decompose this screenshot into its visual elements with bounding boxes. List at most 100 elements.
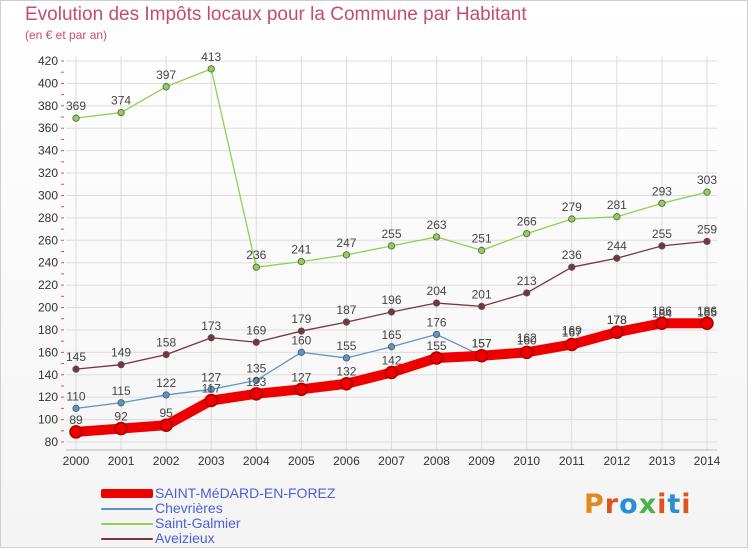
data-label: 145 — [66, 350, 86, 364]
data-point — [204, 393, 218, 408]
legend-label-saint-medard: SAINT-MéDARD-EN-FOREZ — [155, 485, 336, 501]
x-tick-label: 2014 — [694, 454, 721, 468]
data-point — [474, 348, 489, 363]
data-label: 255 — [381, 227, 401, 241]
data-label: 184 — [652, 306, 672, 320]
data-point — [252, 338, 260, 346]
y-tick-label: 260 — [38, 233, 58, 247]
legend: SAINT-MéDARD-EN-FOREZ Chevrières Saint-G… — [101, 486, 335, 546]
data-label: 413 — [201, 50, 221, 64]
data-label: 178 — [607, 313, 627, 327]
data-point — [159, 418, 173, 432]
data-label: 158 — [156, 336, 176, 350]
data-point — [384, 365, 399, 380]
data-label: 155 — [427, 339, 447, 353]
data-label: 244 — [607, 239, 627, 253]
data-point — [432, 233, 441, 241]
data-label: 149 — [111, 346, 131, 360]
data-point — [117, 399, 125, 407]
data-point — [610, 325, 624, 339]
data-label: 266 — [517, 215, 537, 229]
data-point — [162, 83, 170, 91]
chart-subtitle: (en € et par an) — [25, 28, 108, 42]
data-label: 369 — [66, 99, 86, 113]
data-label: 169 — [246, 323, 266, 337]
x-tick-label: 2006 — [333, 454, 360, 468]
data-point — [162, 350, 170, 359]
data-label: 167 — [562, 326, 582, 340]
y-tick-label: 420 — [38, 54, 58, 68]
y-tick-label: 200 — [38, 301, 58, 315]
data-point — [297, 348, 305, 356]
legend-item-saint-galmier: Saint-Galmier — [101, 516, 335, 531]
data-label: 204 — [427, 284, 447, 298]
y-tick-label: 360 — [38, 121, 58, 135]
x-tick-label: 2007 — [378, 454, 405, 468]
x-tick-label: 2005 — [288, 454, 315, 468]
legend-label-saint-galmier: Saint-Galmier — [155, 515, 241, 531]
y-tick-label: 180 — [38, 323, 58, 337]
logo-letter: i — [657, 489, 668, 520]
data-point — [387, 343, 396, 351]
logo-letter: t — [667, 489, 682, 520]
data-label: 157 — [472, 337, 492, 351]
logo-letter: i — [681, 489, 692, 520]
data-label: 169 — [562, 323, 582, 337]
data-label: 185 — [697, 305, 717, 319]
data-point — [294, 382, 309, 397]
data-point — [207, 65, 215, 73]
y-tick-label: 160 — [38, 345, 58, 359]
data-label: 89 — [69, 413, 83, 427]
data-point — [207, 385, 215, 393]
data-point — [568, 263, 576, 271]
data-label: 196 — [381, 293, 401, 307]
logo-letter: x — [638, 489, 658, 520]
data-label: 374 — [111, 94, 131, 108]
data-point — [207, 334, 215, 342]
data-point — [342, 251, 351, 259]
legend-swatch-saint-galmier — [101, 522, 153, 525]
data-point — [432, 330, 441, 339]
data-label: 281 — [607, 198, 627, 212]
x-tick-label: 2000 — [63, 454, 90, 468]
data-point — [342, 354, 351, 362]
data-label: 95 — [159, 406, 173, 420]
x-tick-label: 2008 — [423, 454, 450, 468]
legend-swatch-aveizieux — [101, 537, 153, 540]
y-tick-label: 100 — [38, 413, 58, 427]
data-label: 157 — [472, 337, 492, 351]
y-tick-label: 380 — [38, 99, 58, 113]
legend-label-chevrieres: Chevrières — [155, 500, 223, 516]
data-label: 132 — [336, 365, 356, 379]
legend-swatch-chevrieres — [101, 507, 153, 510]
y-tick-label: 120 — [38, 390, 58, 404]
data-label: 160 — [291, 333, 311, 347]
legend-item-aveizieux: Aveizieux — [101, 531, 335, 546]
data-label: 110 — [66, 389, 85, 403]
data-label: 127 — [201, 370, 221, 384]
data-label: 115 — [112, 384, 131, 398]
data-point — [252, 376, 260, 384]
data-point — [523, 229, 531, 238]
data-point — [387, 242, 396, 250]
data-point — [162, 391, 170, 399]
logo-letter: P — [584, 489, 605, 520]
data-point — [117, 108, 125, 117]
data-label: 213 — [517, 274, 537, 288]
chart-title: Evolution des Impôts locaux pour la Comm… — [25, 4, 527, 25]
data-label: 173 — [201, 319, 221, 333]
x-tick-label: 2009 — [468, 454, 495, 468]
data-label: 187 — [336, 303, 356, 317]
data-point — [252, 263, 260, 271]
data-point — [700, 316, 714, 330]
data-label: 186 — [697, 304, 717, 318]
data-label: 176 — [427, 315, 447, 329]
x-tick-label: 2004 — [243, 454, 270, 468]
data-label: 135 — [246, 361, 266, 375]
data-label: 142 — [381, 354, 401, 368]
proxiti-logo: Proxiti — [584, 489, 692, 520]
x-tick-label: 2012 — [604, 454, 631, 468]
data-point — [568, 215, 576, 223]
data-label: 179 — [291, 312, 311, 326]
